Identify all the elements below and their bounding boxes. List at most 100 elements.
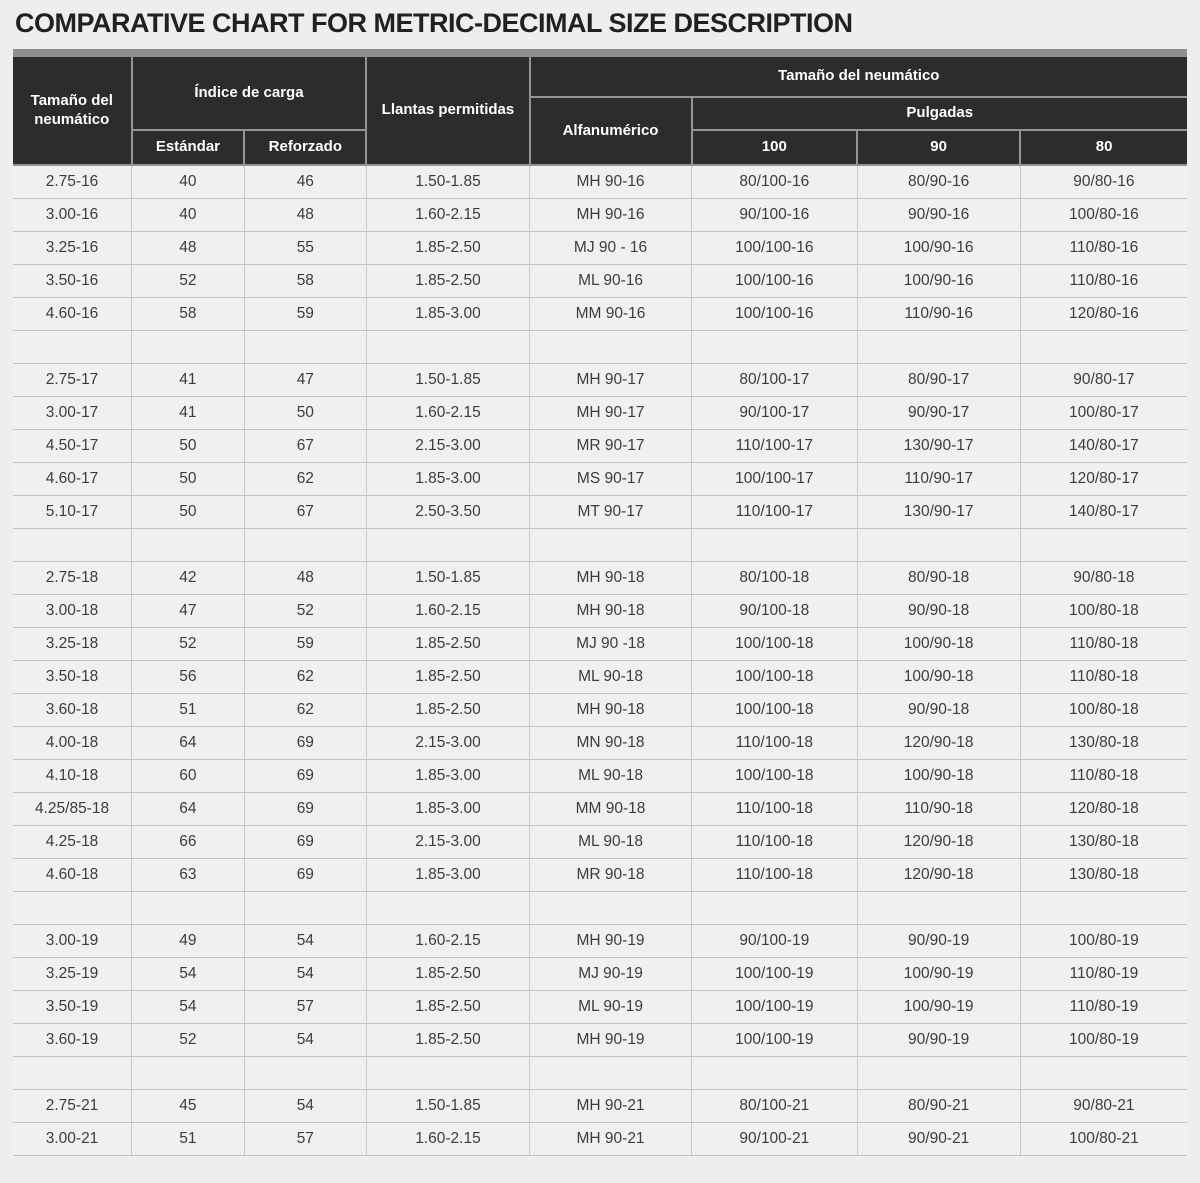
table-cell: 100/100-19 <box>691 990 858 1024</box>
table-cell: 3.25-16 <box>13 231 133 265</box>
table-cell: 57 <box>243 1122 367 1156</box>
table-cell: 52 <box>131 264 245 298</box>
table-cell: MR 90-18 <box>529 858 693 892</box>
table-row: 3.25-19 54 54 1.85-2.50 MJ 90-19 100/100-19 10… <box>13 957 1187 991</box>
table-cell: MH 90-18 <box>529 594 693 628</box>
header-row-1: Tamaño del neumático Índice de carga Lla… <box>13 57 1187 166</box>
table-cell: MH 90-16 <box>529 198 693 232</box>
table-row: 3.00-17 41 50 1.60-2.15 MH 90-17 90/100-17 90/… <box>13 396 1187 430</box>
table-cell: 1.60-2.15 <box>365 198 531 232</box>
table-cell: 100/80-19 <box>1019 924 1187 958</box>
table-cell: 46 <box>243 165 367 199</box>
table-cell: 140/80-17 <box>1019 429 1187 463</box>
header-row-2: Alfanumérico Pulgadas <box>13 96 1187 166</box>
header-inch-90: 90 <box>856 129 1022 166</box>
table-cell: 66 <box>131 825 245 859</box>
table-cell <box>856 891 1021 925</box>
table-cell: 3.00-16 <box>13 198 133 232</box>
table-row: 3.50-16 52 58 1.85-2.50 ML 90-16 100/100-16 10… <box>13 264 1187 298</box>
header-inch-80: 80 <box>1019 129 1187 166</box>
table-cell: 100/100-18 <box>691 660 858 694</box>
table-cell: 57 <box>243 990 367 1024</box>
table-row: 3.50-19 54 57 1.85-2.50 ML 90-19 100/100-19 10… <box>13 990 1187 1024</box>
table-cell: 100/80-18 <box>1019 594 1187 628</box>
table-cell: 3.50-16 <box>13 264 133 298</box>
table-cell: 100/100-16 <box>691 264 858 298</box>
table-cell <box>529 1056 693 1090</box>
table-cell: 69 <box>243 792 367 826</box>
table-cell: MH 90-19 <box>529 924 693 958</box>
table-cell: 52 <box>131 627 245 661</box>
table-cell: 69 <box>243 726 367 760</box>
table-row: 4.50-17 50 67 2.15-3.00 MR 90-17 110/100-17 13… <box>13 429 1187 463</box>
table-cell: 90/80-16 <box>1019 165 1187 199</box>
header-rims: Llantas permitidas <box>365 57 531 166</box>
table-cell: 62 <box>243 462 367 496</box>
table-cell: ML 90-18 <box>529 759 693 793</box>
table-cell: 47 <box>131 594 245 628</box>
table-cell: 90/90-18 <box>856 594 1021 628</box>
table-cell: 2.75-17 <box>13 363 133 397</box>
table-cell: 54 <box>243 957 367 991</box>
table-cell: 3.25-18 <box>13 627 133 661</box>
header-row-3: Estándar Reforzado 100 90 80 <box>13 129 1187 166</box>
table-row: 3.00-21 51 57 1.60-2.15 MH 90-21 90/100-21 90/… <box>13 1122 1187 1156</box>
table-row: 4.10-18 60 69 1.85-3.00 ML 90-18 100/100-18 10… <box>13 759 1187 793</box>
table-row: 3.00-16 40 48 1.60-2.15 MH 90-16 90/100-16 90/… <box>13 198 1187 232</box>
table-cell: MJ 90-19 <box>529 957 693 991</box>
table-cell: 58 <box>131 297 245 331</box>
table-cell: 90/90-16 <box>856 198 1021 232</box>
table-cell: 80/100-16 <box>691 165 858 199</box>
table-cell: 4.60-18 <box>13 858 133 892</box>
table-cell: 54 <box>243 924 367 958</box>
table-row: 3.00-18 47 52 1.60-2.15 MH 90-18 90/100-18 90/… <box>13 594 1187 628</box>
table-cell: 110/100-17 <box>691 495 858 529</box>
table-cell: 41 <box>131 396 245 430</box>
table-row: 3.00-19 49 54 1.60-2.15 MH 90-19 90/100-19 90/… <box>13 924 1187 958</box>
table-cell: MH 90-18 <box>529 561 693 595</box>
table-cell: MJ 90 - 16 <box>529 231 693 265</box>
table-cell: 1.50-1.85 <box>365 1089 531 1123</box>
table-cell: 100/80-17 <box>1019 396 1187 430</box>
table-cell: 1.85-3.00 <box>365 297 531 331</box>
table-row: 2.75-18 42 48 1.50-1.85 MH 90-18 80/100-18 80/… <box>13 561 1187 595</box>
table-cell: 100/80-18 <box>1019 693 1187 727</box>
table-cell: 110/80-16 <box>1019 264 1187 298</box>
table-cell: 67 <box>243 429 367 463</box>
table-row: 2.75-16 40 46 1.50-1.85 MH 90-16 80/100-16 80/… <box>13 165 1187 199</box>
table-cell: 80/100-18 <box>691 561 858 595</box>
table-cell: 90/100-19 <box>691 924 858 958</box>
table-cell: 100/100-16 <box>691 231 858 265</box>
table-cell: 100/100-19 <box>691 1023 858 1057</box>
table-cell: MH 90-21 <box>529 1089 693 1123</box>
table-cell <box>243 1056 367 1090</box>
table-cell: 130/90-17 <box>856 429 1021 463</box>
table-cell: 100/90-18 <box>856 759 1021 793</box>
table-cell: 50 <box>131 462 245 496</box>
table-cell: 56 <box>131 660 245 694</box>
header-standard: Estándar <box>131 129 246 166</box>
table-cell <box>529 330 693 364</box>
table-cell: 59 <box>243 627 367 661</box>
table-cell: 110/100-18 <box>691 726 858 760</box>
table-cell <box>691 330 858 364</box>
table-cell: 100/80-19 <box>1019 1023 1187 1057</box>
table-cell: 1.60-2.15 <box>365 924 531 958</box>
table-cell: 40 <box>131 198 245 232</box>
table-cell: 5.10-17 <box>13 495 133 529</box>
table-cell: 69 <box>243 825 367 859</box>
table-cell: 90/80-18 <box>1019 561 1187 595</box>
table-cell <box>856 330 1021 364</box>
table-cell: 90/90-17 <box>856 396 1021 430</box>
table-cell: 120/90-18 <box>856 825 1021 859</box>
table-cell: 110/100-18 <box>691 858 858 892</box>
table-cell: 120/80-18 <box>1019 792 1187 826</box>
table-cell: 52 <box>131 1023 245 1057</box>
table-row: 4.25-18 66 69 2.15-3.00 ML 90-18 110/100-18 12… <box>13 825 1187 859</box>
table-cell: 110/80-18 <box>1019 627 1187 661</box>
table-cell: 100/100-18 <box>691 627 858 661</box>
table-cell: 80/90-21 <box>856 1089 1021 1123</box>
table-cell: 62 <box>243 660 367 694</box>
table-cell: 120/90-18 <box>856 726 1021 760</box>
table-cell: 90/80-17 <box>1019 363 1187 397</box>
